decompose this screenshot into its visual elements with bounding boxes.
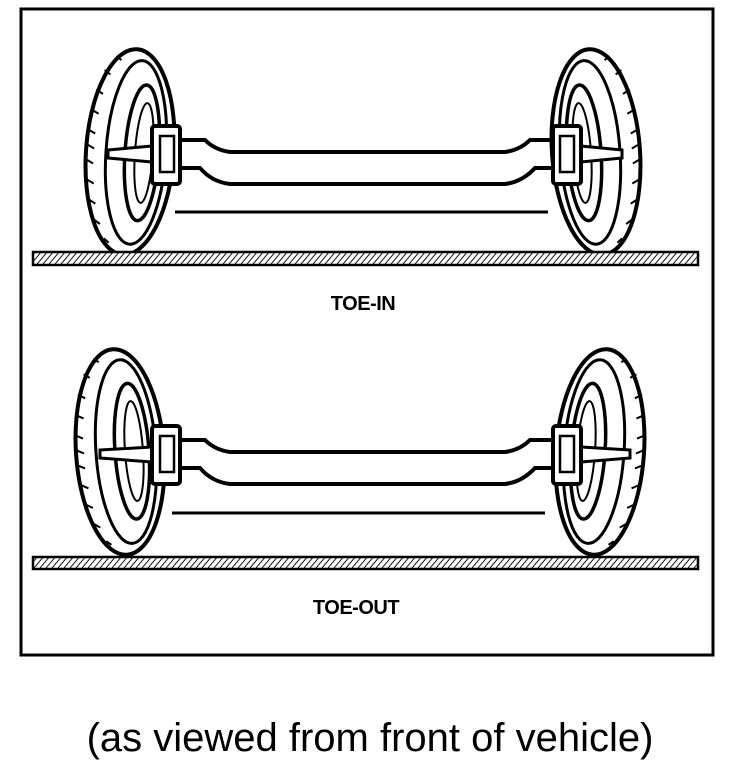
toe-out-panel: TOE-OUT [31, 344, 700, 619]
toe-in-ground [31, 250, 700, 267]
toe-out-label: TOE-OUT [313, 597, 399, 619]
toe-out-ground [31, 555, 700, 571]
figure-caption: (as viewed from front of vehicle) [87, 716, 654, 760]
toe-in-panel: TOE-IN [31, 44, 700, 315]
toe-in-label: TOE-IN [331, 293, 395, 315]
